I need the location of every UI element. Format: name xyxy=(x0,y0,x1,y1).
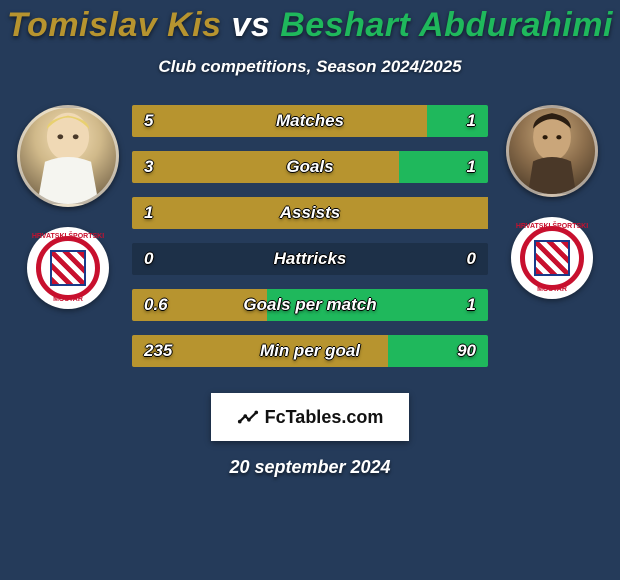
date-text: 20 september 2024 xyxy=(0,457,620,478)
brand-text: FcTables.com xyxy=(265,407,384,428)
stat-row: 0.6Goals per match1 xyxy=(132,289,488,321)
stat-row: 5Matches1 xyxy=(132,105,488,137)
stat-label: Goals per match xyxy=(190,295,430,315)
chart-icon xyxy=(237,406,259,428)
crest-text-top: HRVATSKI ŠPORTSKI xyxy=(516,223,588,230)
stat-row: 3Goals1 xyxy=(132,151,488,183)
player1-club-crest: HRVATSKI ŠPORTSKI MOSTAR xyxy=(27,227,109,309)
crest-text-bottom: MOSTAR xyxy=(53,296,83,303)
player1-column: HRVATSKI ŠPORTSKI MOSTAR xyxy=(8,105,128,309)
comparison-card: Tomislav Kis vs Beshart Abdurahimi Club … xyxy=(0,0,620,580)
stat-value-right: 1 xyxy=(430,111,488,131)
player2-column: HRVATSKI ŠPORTSKI MOSTAR xyxy=(492,105,612,299)
stat-value-left: 5 xyxy=(132,111,190,131)
title-vs: vs xyxy=(222,6,281,44)
stat-value-right: 1 xyxy=(430,157,488,177)
page-title: Tomislav Kis vs Beshart Abdurahimi xyxy=(0,0,620,45)
title-player2: Beshart Abdurahimi xyxy=(280,6,613,44)
player1-photo xyxy=(17,105,119,207)
stat-value-left: 1 xyxy=(132,203,190,223)
stat-label: Matches xyxy=(190,111,430,131)
content-row: HRVATSKI ŠPORTSKI MOSTAR 5Matches13Goals… xyxy=(0,105,620,381)
stat-row: 235Min per goal90 xyxy=(132,335,488,367)
crest-text-bottom: MOSTAR xyxy=(537,286,567,293)
stat-label: Assists xyxy=(190,203,430,223)
stat-value-right: 90 xyxy=(430,341,488,361)
crest-text-top: HRVATSKI ŠPORTSKI xyxy=(32,233,104,240)
stat-value-right: 1 xyxy=(430,295,488,315)
stat-label: Goals xyxy=(190,157,430,177)
player2-club-crest: HRVATSKI ŠPORTSKI MOSTAR xyxy=(511,217,593,299)
stat-label: Hattricks xyxy=(190,249,430,269)
stat-value-left: 3 xyxy=(132,157,190,177)
stat-value-right: 0 xyxy=(430,249,488,269)
stat-value-left: 0 xyxy=(132,249,190,269)
brand-badge: FcTables.com xyxy=(211,393,409,441)
stat-label: Min per goal xyxy=(190,341,430,361)
subtitle: Club competitions, Season 2024/2025 xyxy=(0,57,620,77)
player2-photo xyxy=(506,105,598,197)
stat-value-left: 0.6 xyxy=(132,295,190,315)
title-player1: Tomislav Kis xyxy=(7,6,221,44)
stat-value-left: 235 xyxy=(132,341,190,361)
stats-column: 5Matches13Goals11Assists0Hattricks00.6Go… xyxy=(128,105,492,381)
stat-row: 1Assists xyxy=(132,197,488,229)
stat-row: 0Hattricks0 xyxy=(132,243,488,275)
